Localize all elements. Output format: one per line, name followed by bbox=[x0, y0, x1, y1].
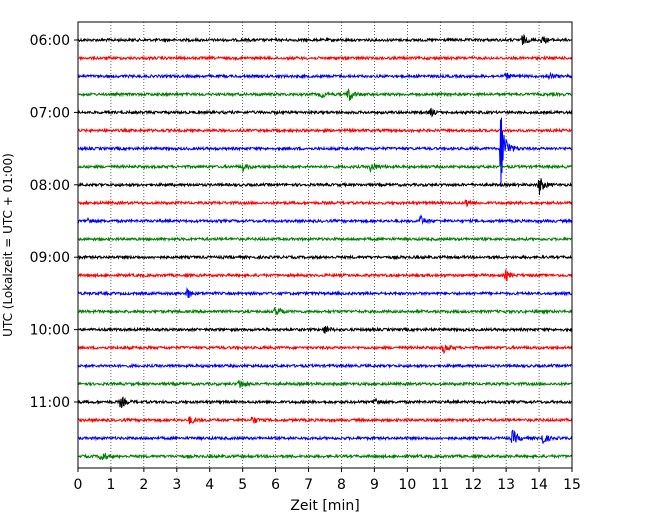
x-tick-label-13: 13 bbox=[497, 477, 515, 493]
trace-0800 bbox=[77, 178, 573, 196]
trace-0745 bbox=[77, 163, 573, 173]
x-tick-label-8: 8 bbox=[337, 477, 346, 493]
trace-1000 bbox=[77, 325, 573, 334]
x-tick-label-14: 14 bbox=[530, 477, 548, 493]
y-tick-label-2: 08:00 bbox=[30, 178, 70, 194]
seismogram-traces bbox=[77, 33, 573, 461]
x-tick-label-15: 15 bbox=[563, 477, 581, 493]
trace-0645 bbox=[77, 87, 573, 101]
trace-0845 bbox=[77, 235, 573, 243]
x-tick-label-7: 7 bbox=[304, 477, 313, 493]
trace-1015 bbox=[77, 344, 573, 355]
trace-0730 bbox=[77, 117, 573, 187]
x-tick-label-10: 10 bbox=[398, 477, 416, 493]
x-tick-label-6: 6 bbox=[271, 477, 280, 493]
y-axis-ticks: 06:00 07:00 08:00 09:00 10:00 11:00 bbox=[30, 33, 78, 411]
trace-0830 bbox=[77, 214, 573, 225]
x-axis-ticks: 0 1 2 3 4 5 6 7 8 9 10 11 12 13 14 15 bbox=[74, 468, 581, 493]
trace-0615 bbox=[77, 54, 573, 62]
y-tick-label-3: 09:00 bbox=[30, 250, 70, 266]
y-tick-label-5: 11:00 bbox=[30, 395, 70, 411]
x-tick-label-12: 12 bbox=[464, 477, 482, 493]
y-tick-label-0: 06:00 bbox=[30, 33, 70, 49]
trace-0815 bbox=[77, 199, 573, 208]
trace-0900 bbox=[77, 254, 573, 261]
x-tick-label-5: 5 bbox=[238, 477, 247, 493]
y-axis-label: UTC (Lokalzeit = UTC + 01:00) bbox=[1, 153, 15, 337]
x-tick-label-2: 2 bbox=[139, 477, 148, 493]
trace-0600 bbox=[77, 33, 573, 45]
vertical-grid bbox=[110, 22, 540, 468]
x-tick-label-11: 11 bbox=[431, 477, 449, 493]
x-axis-label: Zeit [min] bbox=[290, 498, 359, 514]
trace-0715 bbox=[77, 127, 573, 134]
trace-1115 bbox=[77, 416, 573, 425]
trace-1030 bbox=[77, 362, 573, 370]
trace-0630 bbox=[77, 71, 573, 81]
x-tick-label-3: 3 bbox=[172, 477, 181, 493]
trace-0915 bbox=[77, 269, 573, 282]
x-tick-label-0: 0 bbox=[74, 477, 83, 493]
trace-1130 bbox=[77, 429, 573, 444]
x-tick-label-9: 9 bbox=[370, 477, 379, 493]
trace-0930 bbox=[77, 287, 573, 299]
trace-0945 bbox=[78, 307, 573, 316]
trace-1145 bbox=[78, 452, 573, 461]
x-tick-label-1: 1 bbox=[106, 477, 115, 493]
trace-1045 bbox=[77, 380, 573, 389]
y-tick-label-4: 10:00 bbox=[30, 323, 70, 339]
y-tick-label-1: 07:00 bbox=[30, 105, 70, 121]
x-tick-label-4: 4 bbox=[205, 477, 214, 493]
trace-1100 bbox=[77, 396, 573, 409]
plot-frame bbox=[77, 21, 573, 469]
trace-0700 bbox=[77, 107, 573, 118]
